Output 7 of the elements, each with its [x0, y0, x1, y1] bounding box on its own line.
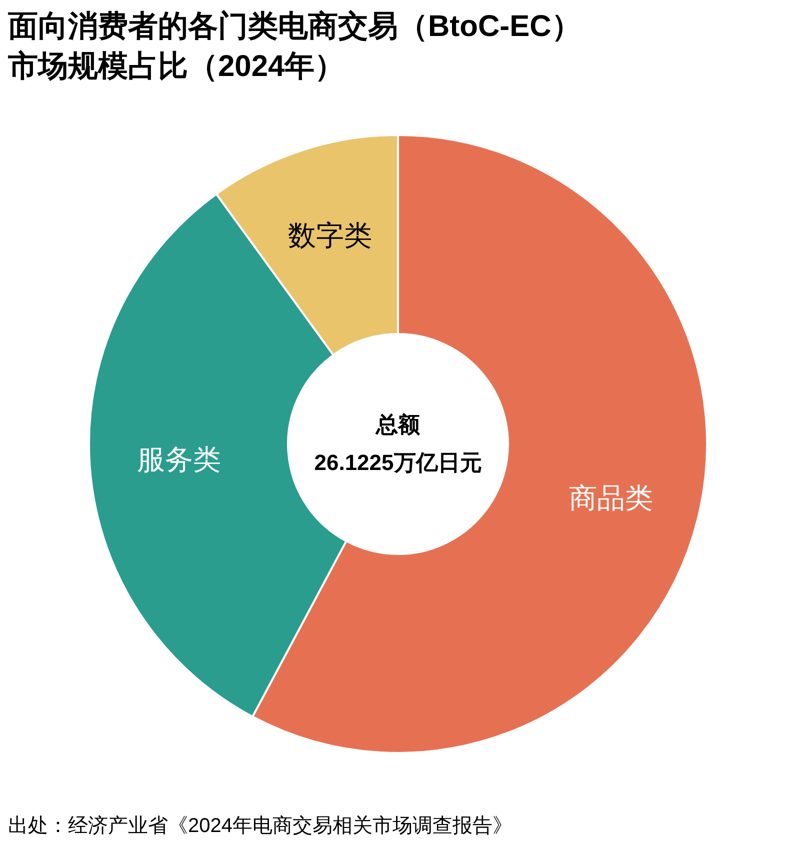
- text: 总额: [375, 412, 421, 437]
- text: 26.1225万亿日元: [314, 450, 482, 475]
- slice-label: 数字类: [288, 220, 372, 252]
- slice-label: 服务类: [137, 444, 222, 476]
- title: 面向消费者的各门类电商交易（BtoC-EC）市场规模占比（2024年）: [8, 10, 582, 83]
- slice-label: 商品类: [568, 482, 653, 514]
- text: 出处：经济产业省《2024年电商交易相关市场调查报告》: [8, 815, 512, 837]
